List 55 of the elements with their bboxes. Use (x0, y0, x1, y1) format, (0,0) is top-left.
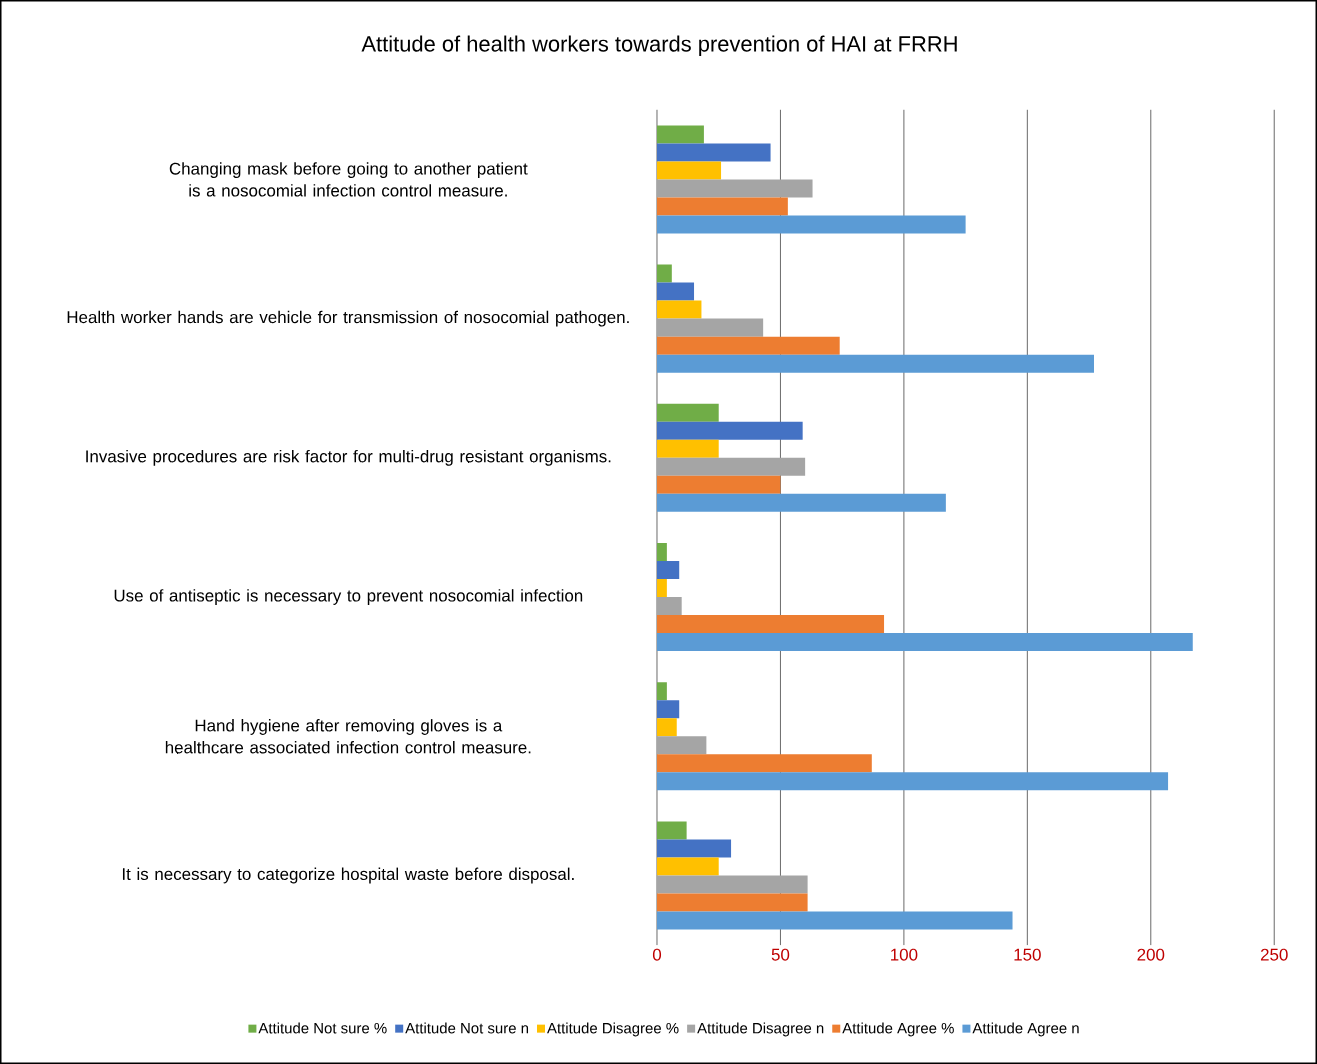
bar (657, 839, 732, 858)
bar (657, 300, 702, 319)
x-tick-label: 250 (1260, 948, 1288, 961)
bar (657, 893, 808, 912)
y-tick-label: It is necessary to categorize hospital waste before disposal. (122, 867, 574, 884)
bar (657, 215, 966, 234)
chart-title: Attitude of health workers towards prevention of HAI at FRRH (361, 35, 957, 57)
bar (657, 597, 682, 616)
bar (657, 700, 680, 719)
bar (657, 336, 840, 355)
bar (657, 736, 707, 755)
x-tick-label: 150 (1014, 948, 1041, 961)
bar (657, 421, 803, 440)
bar (657, 493, 946, 512)
x-tick-label: 200 (1137, 948, 1165, 961)
bar (657, 579, 667, 598)
bar (657, 161, 722, 180)
y-tick-label: Invasive procedures are risk factor for multi-drug resistant organisms. (86, 450, 611, 466)
bar (657, 543, 667, 562)
bar (657, 615, 885, 634)
bar (657, 143, 771, 162)
bar (657, 354, 1094, 373)
legend-label: Attitude Disagree % (547, 1022, 679, 1037)
legend-label: Attitude Agree n (972, 1022, 1079, 1037)
y-tick-label: Hand hygiene after removing gloves is a healthcare associated infection control measure. (165, 719, 531, 754)
legend-label: Attitude Agree % (842, 1022, 954, 1037)
bar (657, 633, 1193, 652)
bar (657, 772, 1169, 791)
bar (657, 179, 813, 198)
legend-label: Attitude Not sure n (405, 1022, 529, 1034)
y-tick-label: Changing mask before going to another patient is a nosocomial infection control measure. (169, 162, 528, 197)
bar (657, 718, 677, 737)
bar (657, 561, 680, 580)
bar (657, 821, 687, 840)
bar (657, 125, 704, 144)
legend-label: Attitude Disagree n (697, 1022, 824, 1037)
bar (657, 857, 719, 876)
bar (657, 282, 695, 301)
bar (657, 682, 667, 701)
y-tick-label: Use of antiseptic is necessary to prevent nosocomial infection (114, 589, 583, 605)
bar (657, 457, 806, 476)
bar (657, 439, 719, 458)
bar (657, 475, 781, 494)
x-tick-label: 100 (891, 948, 918, 961)
legend-label: Attitude Not sure % (258, 1022, 387, 1034)
bar (657, 264, 672, 283)
bar (657, 754, 872, 773)
bar (657, 911, 1013, 930)
bar (657, 318, 764, 337)
bar (657, 875, 808, 894)
bar (657, 403, 719, 422)
x-tick-label: 0 (652, 948, 662, 961)
y-tick-label: Health worker hands are vehicle for transmission of nosocomial pathogen. (67, 310, 629, 327)
x-tick-label: 50 (771, 948, 790, 961)
bar (657, 197, 788, 216)
